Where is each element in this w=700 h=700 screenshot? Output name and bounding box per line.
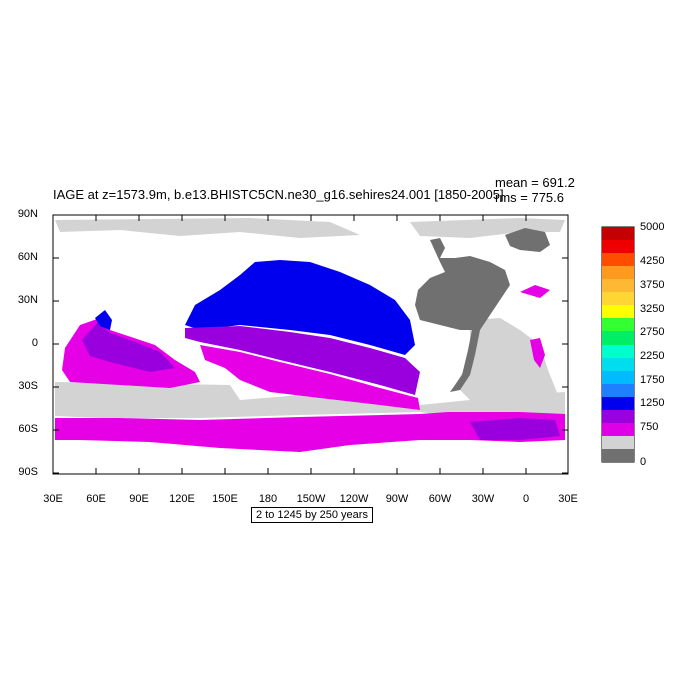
colorbar-swatch bbox=[602, 292, 634, 306]
colorbar-swatch bbox=[602, 266, 634, 280]
south-atlantic-purple bbox=[470, 418, 560, 440]
x-tick-label: 150E bbox=[212, 493, 238, 505]
colorbar-swatch bbox=[602, 409, 634, 424]
colorbar-label: 3750 bbox=[640, 279, 665, 291]
x-tick-label: 120E bbox=[169, 493, 195, 505]
x-tick-label: 30E bbox=[558, 493, 578, 505]
y-ticks bbox=[53, 214, 568, 474]
x-tick-label: 180 bbox=[258, 493, 278, 505]
colorbar-label: 0 bbox=[640, 456, 647, 468]
colorbar-swatch bbox=[602, 396, 634, 411]
colorbar-swatch bbox=[602, 279, 634, 293]
colorbar-swatch bbox=[602, 331, 634, 345]
y-tick-label: 0 bbox=[31, 337, 38, 349]
colorbar-label: 1750 bbox=[640, 374, 665, 386]
colorbar-swatch bbox=[602, 422, 634, 437]
colorbar-swatch bbox=[602, 370, 634, 384]
colorbar-swatch bbox=[602, 227, 634, 241]
colorbar-swatch bbox=[602, 305, 634, 319]
y-tick-label: 30S bbox=[18, 380, 38, 392]
colorbar-swatch bbox=[602, 357, 634, 371]
colorbar-label: 5000 bbox=[640, 221, 665, 233]
north-atlantic-dark-gray bbox=[505, 228, 550, 252]
colorbar-swatch bbox=[602, 253, 634, 267]
y-tick-label: 90N bbox=[17, 208, 38, 220]
southern-ocean-gray bbox=[55, 382, 565, 420]
colorbar-swatch bbox=[602, 383, 634, 397]
y-tick-label: 60N bbox=[17, 251, 38, 263]
colorbar-label: 750 bbox=[640, 421, 659, 433]
colorbar-label: 3250 bbox=[640, 303, 665, 315]
x-tick-label: 90W bbox=[385, 493, 409, 505]
map-title: IAGE at z=1573.9m, b.e13.BHISTC5CN.ne30_… bbox=[53, 187, 504, 202]
x-tick-label: 30E bbox=[43, 493, 63, 505]
atlantic-dark-gray bbox=[415, 238, 510, 392]
y-tick-label: 60S bbox=[18, 423, 38, 435]
rms-stat: rms = 775.6 bbox=[495, 190, 565, 205]
x-tick-label: 0 bbox=[522, 493, 530, 505]
arctic-missing-region bbox=[55, 218, 360, 238]
x-tick-label: 60W bbox=[428, 493, 452, 505]
y-tick-label: 30N bbox=[17, 294, 38, 306]
equatorial-pacific-purple bbox=[185, 326, 420, 395]
colorbar-swatch bbox=[602, 318, 634, 332]
south-pacific-magenta bbox=[200, 345, 420, 410]
colorbar-label: 1250 bbox=[640, 397, 665, 409]
arctic-missing-region-east bbox=[410, 218, 565, 238]
x-tick-label: 150W bbox=[296, 493, 326, 505]
bay-of-bengal-blue bbox=[95, 310, 112, 330]
mean-stat: mean = 691.2 bbox=[495, 175, 575, 190]
x-ticks bbox=[52, 215, 569, 474]
colorbar-label: 2250 bbox=[640, 350, 665, 362]
north-atlantic-magenta bbox=[520, 285, 550, 298]
colorbar-swatch bbox=[602, 240, 634, 254]
y-tick-label: 90S bbox=[18, 466, 38, 478]
caribbean-magenta bbox=[530, 338, 545, 368]
colorbar-label: 2750 bbox=[640, 326, 665, 338]
x-tick-label: 60E bbox=[86, 493, 106, 505]
x-tick-label: 90E bbox=[129, 493, 149, 505]
north-pacific-blue bbox=[185, 260, 415, 355]
indian-ocean-purple bbox=[82, 322, 175, 372]
colorbar-swatch bbox=[602, 344, 634, 358]
contour-info-box: 2 to 1245 by 250 years bbox=[251, 507, 373, 523]
colorbar-swatch bbox=[602, 448, 634, 463]
atlantic-gray bbox=[455, 318, 560, 405]
colorbar-label: 4250 bbox=[640, 255, 665, 267]
southern-ocean-magenta bbox=[55, 412, 565, 452]
x-tick-label: 30W bbox=[471, 493, 495, 505]
colorbar-swatch bbox=[602, 435, 634, 450]
x-tick-label: 120W bbox=[339, 493, 369, 505]
